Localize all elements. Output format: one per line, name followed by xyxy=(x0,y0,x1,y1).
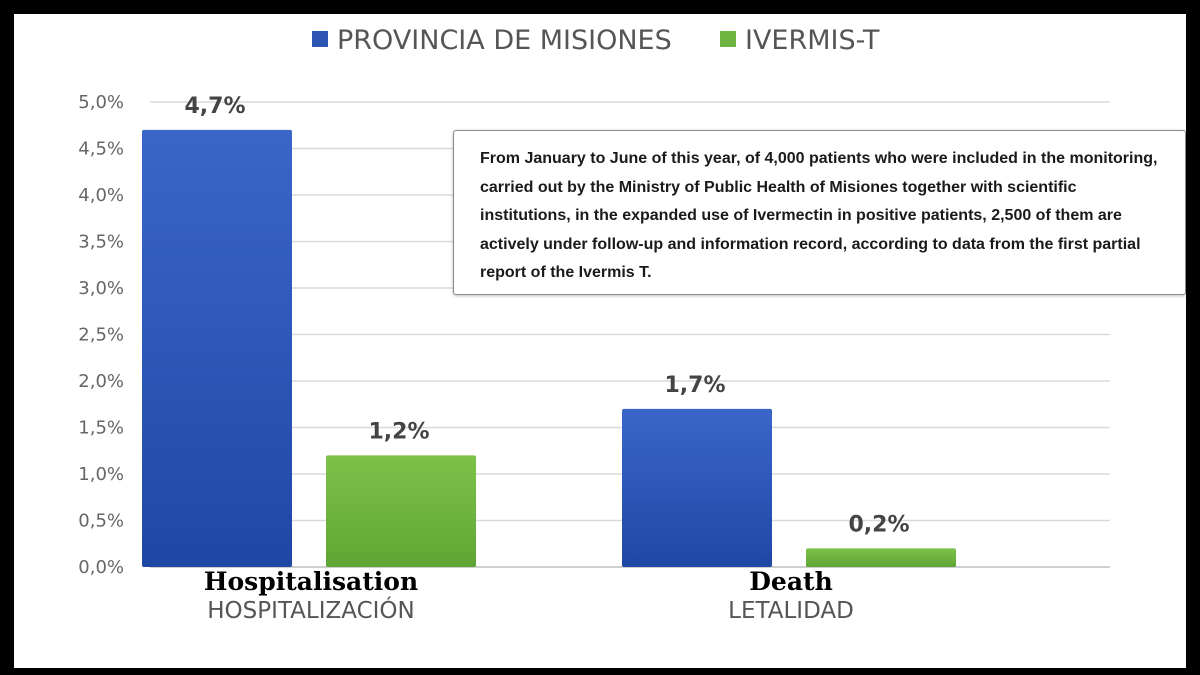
legend-swatch xyxy=(312,31,328,47)
bar xyxy=(622,408,772,567)
data-label: 4,7% xyxy=(184,94,245,119)
x-tick-label: LETALIDAD xyxy=(728,598,854,624)
bar xyxy=(142,129,292,567)
category-annotation: Hospitalisation xyxy=(204,567,418,596)
y-tick-label: 0,0% xyxy=(78,557,124,578)
y-tick-label: 1,5% xyxy=(78,418,124,439)
y-tick-label: 1,0% xyxy=(78,464,124,485)
data-label: 0,2% xyxy=(848,512,909,537)
bar-chart: 0,0% 0,5% 1,0% 1,5% 2,0% 2,5% 3,0% 3,5% 4,0% 4,5%… xyxy=(78,25,1110,624)
y-tick-label: 4,0% xyxy=(78,185,124,206)
chart-frame: 0,0% 0,5% 1,0% 1,5% 2,0% 2,5% 3,0% 3,5% 4,0% 4,5%… xyxy=(14,14,1186,668)
legend-label: IVERMIS-T xyxy=(745,25,880,56)
y-tick-label: 3,0% xyxy=(78,278,124,299)
category-annotation: Death xyxy=(749,567,833,596)
bar xyxy=(806,548,956,567)
data-label: 1,7% xyxy=(664,373,725,398)
y-tick-label: 2,0% xyxy=(78,371,124,392)
y-tick-label: 4,5% xyxy=(78,139,124,160)
y-tick-label: 3,5% xyxy=(78,232,124,253)
legend-swatch xyxy=(720,31,736,47)
legend-label: PROVINCIA DE MISIONES xyxy=(337,25,672,56)
bar xyxy=(326,455,476,567)
annotation-box: From January to June of this year, of 4,… xyxy=(453,130,1186,295)
data-label: 1,2% xyxy=(368,419,429,444)
y-tick-label: 0,5% xyxy=(78,511,124,532)
y-tick-label: 2,5% xyxy=(78,325,124,346)
y-tick-label: 5,0% xyxy=(78,92,124,113)
x-tick-label: HOSPITALIZACIÓN xyxy=(207,596,414,624)
